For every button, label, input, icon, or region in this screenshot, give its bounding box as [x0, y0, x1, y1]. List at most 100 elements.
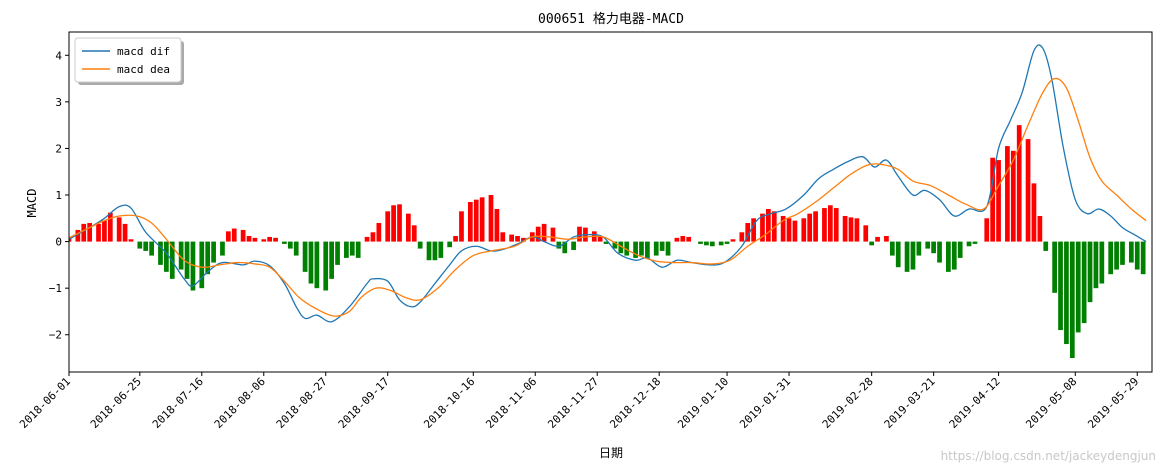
macd-bar: [143, 241, 149, 251]
macd-bar: [807, 213, 813, 242]
x-tick-label: 2018-07-16: [150, 375, 206, 431]
macd-bar: [842, 215, 848, 242]
macd-bar: [556, 241, 562, 249]
macd-dif-line: [69, 44, 1147, 323]
macd-bar: [1087, 241, 1093, 303]
macd-bar: [1058, 241, 1063, 331]
macd-bar: [535, 226, 541, 242]
macd-bar: [1064, 241, 1069, 345]
macd-bar: [184, 241, 190, 279]
macd-bar: [869, 241, 875, 246]
macd-bar: [293, 241, 299, 256]
macd-bar: [680, 236, 686, 242]
y-axis-label: MACD: [25, 189, 39, 218]
macd-bar: [780, 215, 786, 242]
x-tick-label: 2019-05-29: [1085, 375, 1141, 431]
macd-bar: [1081, 241, 1087, 324]
macd-bar: [863, 225, 869, 242]
macd-bar: [760, 213, 765, 242]
macd-bar: [302, 241, 308, 272]
macd-bar: [639, 241, 644, 256]
y-tick-label: 2: [55, 142, 62, 155]
x-tick-label: 2019-03-21: [882, 375, 938, 431]
x-tick-label: 2019-01-10: [675, 375, 731, 431]
macd-bar: [541, 223, 547, 242]
macd-bar: [1128, 241, 1134, 263]
macd-bar: [376, 222, 382, 242]
x-tick-label: 2018-11-06: [483, 375, 539, 431]
macd-bar: [931, 241, 936, 254]
y-tick-label: 4: [55, 49, 62, 62]
macd-bar: [211, 241, 216, 263]
macd-bar: [494, 208, 500, 242]
macd-bar: [417, 241, 423, 249]
macd-bar: [1052, 241, 1057, 293]
macd-bar: [1075, 241, 1081, 333]
macd-bar: [904, 241, 910, 272]
macd-bar: [771, 211, 777, 242]
macd-bar: [128, 239, 134, 242]
macd-bar: [252, 237, 258, 242]
macd-bar: [1114, 241, 1119, 270]
macd-bar: [618, 241, 624, 254]
macd-bar: [521, 237, 526, 242]
x-tick-label: 2018-08-27: [274, 375, 330, 431]
macd-bar: [766, 208, 771, 242]
macd-bar: [515, 236, 520, 242]
macd-bar: [577, 226, 582, 242]
plot-frame: [68, 31, 1153, 373]
macd-bar: [329, 241, 334, 279]
macd-bar: [875, 236, 880, 242]
macd-bar: [1140, 241, 1146, 275]
macd-bar: [473, 199, 479, 242]
x-tick-label: 2018-06-01: [17, 375, 73, 431]
macd-bar: [500, 232, 506, 242]
macd-bar: [158, 241, 163, 265]
macd-bar: [459, 211, 464, 242]
macd-bar: [550, 227, 556, 242]
macd-bar: [385, 211, 391, 242]
macd-bar: [246, 236, 252, 242]
macd-bar: [751, 218, 756, 242]
macd-bar: [745, 222, 751, 242]
macd-bar: [287, 241, 293, 249]
macd-bar: [1025, 139, 1031, 242]
macd-bar: [792, 220, 798, 242]
macd-bar: [813, 211, 818, 242]
macd-bar: [190, 241, 196, 291]
macd-bar: [827, 205, 833, 242]
macd-bar: [137, 241, 143, 249]
macd-bar: [624, 241, 630, 256]
macd-bar: [231, 228, 237, 242]
macd-bar: [1043, 241, 1049, 251]
macd-bar: [164, 241, 169, 272]
x-tick-label: 2019-05-08: [1023, 375, 1079, 431]
macd-bar: [391, 205, 396, 242]
macd-bar: [1099, 241, 1105, 284]
macd-bar: [1016, 125, 1022, 242]
x-tick-label: 2018-12-18: [607, 375, 663, 431]
macd-bar: [1108, 241, 1114, 275]
y-tick-label: 1: [55, 189, 62, 202]
macd-bar: [984, 218, 990, 242]
macd-bar: [267, 236, 273, 242]
macd-bar: [686, 236, 692, 242]
x-tick-label: 2018-11-27: [545, 375, 601, 431]
y-axis: −2 −1 0 1 2 3 4: [49, 49, 69, 342]
macd-bar: [786, 218, 792, 242]
macd-bar: [467, 202, 473, 242]
macd-bar: [261, 239, 267, 242]
macd-bar: [81, 223, 87, 242]
macd-bar: [996, 160, 1001, 242]
macd-bar: [1134, 241, 1140, 270]
macd-bar: [674, 237, 680, 242]
macd-bar: [225, 231, 231, 242]
macd-dea-line: [69, 77, 1147, 317]
macd-bar: [411, 225, 417, 242]
macd-bar: [645, 241, 650, 258]
macd-bar: [822, 208, 827, 242]
macd-bar: [432, 241, 438, 261]
macd-bar: [889, 241, 895, 256]
macd-bar: [739, 232, 745, 242]
y-tick-label: 3: [55, 96, 62, 109]
